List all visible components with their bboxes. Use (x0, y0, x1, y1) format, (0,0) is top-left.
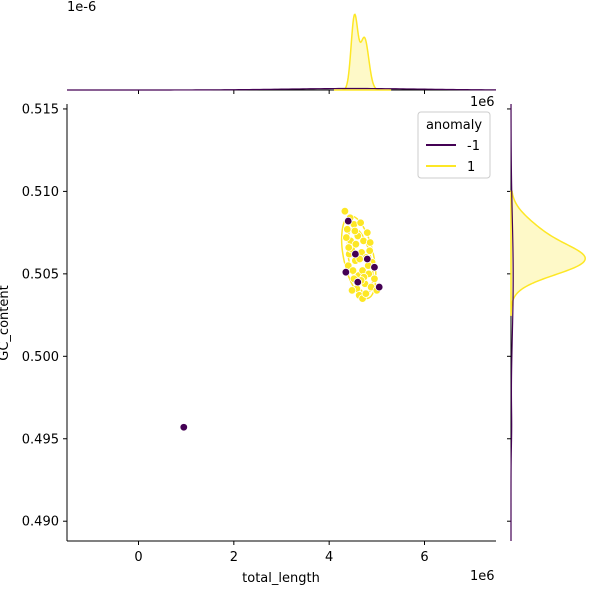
scatter-point-normal (356, 218, 365, 227)
scatter-point-anomaly (351, 249, 360, 259)
x-tick-label: 2 (230, 550, 238, 565)
scatter-point-normal (344, 243, 353, 252)
right-offset-text: 1e6 (470, 95, 495, 110)
scatter-point-normal (350, 226, 360, 236)
scatter-point-normal (370, 274, 379, 283)
x-axis-label: total_length (242, 571, 320, 586)
x-tick-label: 0 (134, 550, 142, 565)
y-tick-label: 0.495 (22, 432, 59, 447)
scatter-point-anomaly (375, 282, 384, 292)
top-offset-text: 1e-6 (67, 0, 96, 15)
scatter-point-normal (348, 266, 358, 275)
y-tick-label: 0.490 (22, 515, 59, 530)
legend-title: anomaly (426, 118, 482, 133)
y-tick-label: 0.500 (22, 350, 59, 365)
scatter-point-normal (347, 286, 357, 295)
scatter-point-anomaly (370, 263, 379, 272)
top-kde-anomaly (67, 87, 497, 91)
top-marginal-plot (67, 13, 497, 94)
y-tick-label: 0.505 (22, 267, 59, 282)
scatter-point-normal (351, 239, 361, 249)
main-scatter-plot: 0 2 4 6 0.490 0.495 0.500 0.505 0.510 0.515 (22, 102, 496, 565)
x-tick-label: 6 (420, 550, 428, 565)
scatter-point-normal (342, 233, 351, 242)
legend-label-1: 1 (467, 160, 475, 175)
scatter-point-anomaly (344, 216, 353, 226)
legend: anomaly -1 1 (417, 111, 491, 179)
right-marginal-plot (507, 103, 586, 541)
legend-label-neg1: -1 (467, 139, 480, 154)
scatter-point-anomaly (341, 268, 351, 277)
x-offset-text: 1e6 (470, 569, 495, 584)
scatter-point-normal (361, 289, 371, 298)
scatter-point-normal (343, 225, 352, 234)
y-axis-label: GC_content (0, 285, 12, 360)
y-tick-label: 0.515 (22, 102, 59, 117)
x-tick-label: 4 (325, 550, 333, 565)
scatter-point-normal (365, 238, 375, 247)
top-kde-normal (333, 13, 392, 91)
y-tick-label: 0.510 (22, 185, 59, 200)
scatter-point-anomaly (353, 277, 362, 287)
scatter-point-normal (365, 246, 374, 255)
right-kde-normal (510, 190, 586, 316)
scatter-point-anomaly (363, 254, 372, 264)
scatter-point-normal (363, 228, 372, 237)
right-kde-anomaly (510, 103, 514, 541)
scatter-point-normal (340, 206, 350, 216)
scatter-point-anomaly (179, 423, 188, 432)
